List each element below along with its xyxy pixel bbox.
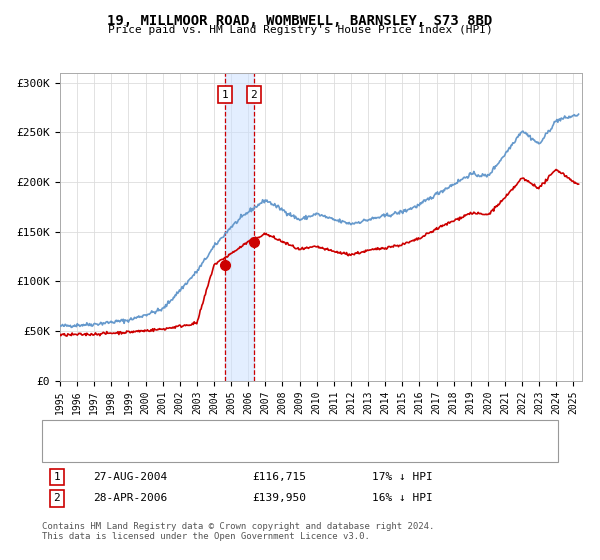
Text: 1: 1 <box>222 90 229 100</box>
Text: Contains HM Land Registry data © Crown copyright and database right 2024.
This d: Contains HM Land Registry data © Crown c… <box>42 522 434 542</box>
Text: 27-AUG-2004: 27-AUG-2004 <box>93 472 167 482</box>
Text: 28-APR-2006: 28-APR-2006 <box>93 493 167 503</box>
Bar <box>225 73 254 381</box>
Text: Price paid vs. HM Land Registry's House Price Index (HPI): Price paid vs. HM Land Registry's House … <box>107 25 493 35</box>
Text: £139,950: £139,950 <box>252 493 306 503</box>
Text: 2: 2 <box>251 90 257 100</box>
Text: 1: 1 <box>53 472 61 482</box>
Text: ———: ——— <box>57 441 79 455</box>
Text: 19, MILLMOOR ROAD, WOMBWELL, BARNSLEY, S73 8BD (detached house): 19, MILLMOOR ROAD, WOMBWELL, BARNSLEY, S… <box>99 427 493 437</box>
Text: 17% ↓ HPI: 17% ↓ HPI <box>372 472 433 482</box>
Text: 16% ↓ HPI: 16% ↓ HPI <box>372 493 433 503</box>
Text: HPI: Average price, detached house, Barnsley: HPI: Average price, detached house, Barn… <box>99 443 374 453</box>
Text: 2: 2 <box>53 493 61 503</box>
Text: 19, MILLMOOR ROAD, WOMBWELL, BARNSLEY, S73 8BD: 19, MILLMOOR ROAD, WOMBWELL, BARNSLEY, S… <box>107 14 493 28</box>
Text: ———: ——— <box>57 426 79 439</box>
Text: £116,715: £116,715 <box>252 472 306 482</box>
